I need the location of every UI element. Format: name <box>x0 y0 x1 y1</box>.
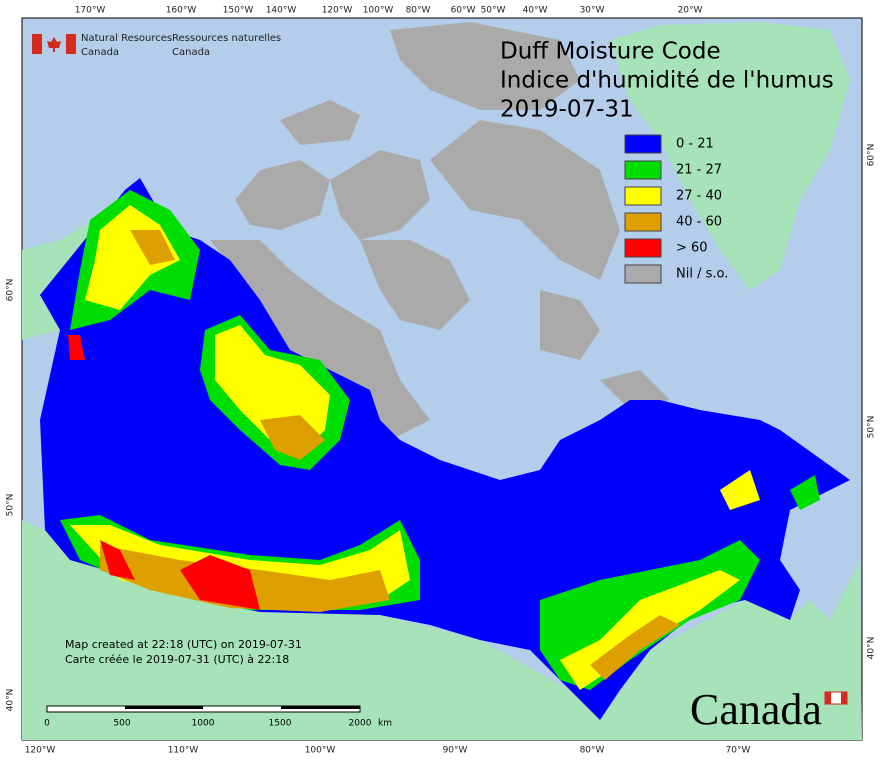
org-name: Canada <box>81 47 119 58</box>
map-title: Indice d'humidité de l'humus <box>500 68 834 94</box>
lon-label: 100°W <box>363 6 394 16</box>
lon-label: 150°W <box>223 6 254 16</box>
wordmark: Canada <box>690 685 822 734</box>
lon-label: 140°W <box>266 6 297 16</box>
org-name: Natural Resources <box>81 33 172 44</box>
scale-label: 1500 <box>269 719 292 729</box>
legend-label: 0 - 21 <box>676 137 714 152</box>
map-title: Duff Moisture Code <box>500 39 721 65</box>
no-data-area <box>210 22 670 440</box>
lon-label: 100°W <box>305 746 336 756</box>
lat-label: 40°N <box>867 637 877 660</box>
lon-label: 160°W <box>166 6 197 16</box>
legend-swatch <box>624 238 662 258</box>
maple-leaf <box>47 37 61 52</box>
wordmark-flag <box>841 692 847 704</box>
lat-label: 50°N <box>867 416 877 439</box>
org-name: Ressources naturelles <box>172 33 281 44</box>
flag-bar <box>32 34 42 54</box>
lat-label: 60°N <box>867 144 877 167</box>
lat-label: 40°N <box>6 689 16 712</box>
lon-label: 60°W <box>451 6 476 16</box>
scale-label: 2000 <box>349 719 372 729</box>
lon-label: 120°W <box>322 6 353 16</box>
legend-label: 21 - 27 <box>676 163 722 178</box>
lon-label: 80°W <box>580 746 605 756</box>
lon-label: 30°W <box>580 6 605 16</box>
lon-label: 50°W <box>481 6 506 16</box>
credit-line: Map created at 22:18 (UTC) on 2019-07-31 <box>65 638 302 651</box>
credit-line: Carte créée le 2019-07-31 (UTC) à 22:18 <box>65 653 289 666</box>
org-name: Canada <box>172 47 210 58</box>
lon-label: 90°W <box>443 746 468 756</box>
dmc-patches <box>60 190 820 690</box>
scale-label: 0 <box>44 719 50 729</box>
legend-swatch <box>624 186 662 206</box>
land <box>22 520 862 740</box>
map-title: 2019-07-31 <box>500 97 634 123</box>
legend-swatch <box>624 264 662 284</box>
legend-label: 27 - 40 <box>676 189 722 204</box>
lon-label: 80°W <box>406 6 431 16</box>
lon-label: 40°W <box>523 6 548 16</box>
scale-label: 500 <box>113 719 130 729</box>
flag-bar <box>66 34 76 54</box>
lon-label: 170°W <box>75 6 106 16</box>
wordmark-flag <box>825 692 831 704</box>
legend-swatch <box>624 160 662 180</box>
legend-swatch <box>624 134 662 154</box>
legend-label: > 60 <box>676 241 708 256</box>
greenland <box>610 22 850 290</box>
legend-label: 40 - 60 <box>676 215 722 230</box>
scale-unit: km <box>378 719 392 729</box>
scale-bar-segment <box>125 706 203 709</box>
lon-label: 110°W <box>168 746 199 756</box>
lon-label: 20°W <box>678 6 703 16</box>
lon-label: 70°W <box>726 746 751 756</box>
lat-label: 60°N <box>6 279 16 302</box>
scale-bar-segment <box>281 706 360 709</box>
scale-label: 1000 <box>192 719 215 729</box>
legend-swatch <box>624 212 662 232</box>
lon-label: 120°W <box>25 746 56 756</box>
lat-label: 50°N <box>6 494 16 517</box>
legend-label: Nil / s.o. <box>676 267 728 282</box>
